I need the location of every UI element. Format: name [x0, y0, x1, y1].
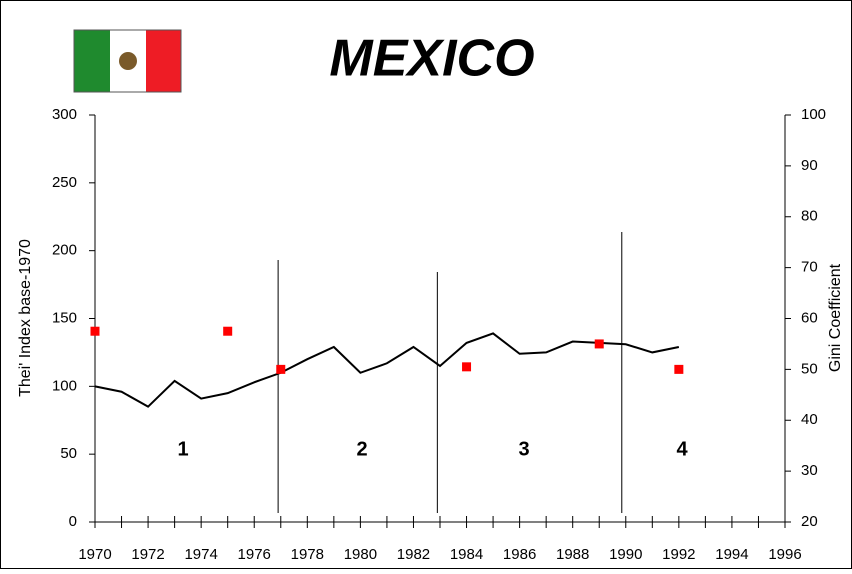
x-tick-label: 1970 — [78, 546, 111, 563]
y2-tick-label: 90 — [801, 157, 818, 174]
x-tick-label: 1988 — [556, 546, 589, 563]
flag — [73, 29, 182, 93]
gini-point — [276, 364, 286, 374]
gini-point — [594, 339, 604, 349]
x-tick-label: 1982 — [397, 546, 430, 563]
chart-title: MEXICO — [329, 30, 534, 88]
y2-tick-label: 30 — [801, 462, 818, 479]
y2-tick-label: 70 — [801, 259, 818, 276]
gini-point — [223, 326, 233, 336]
x-tick-label: 1972 — [131, 546, 164, 563]
gini-point — [674, 364, 684, 374]
x-tick-label: 1994 — [715, 546, 748, 563]
gini-point — [462, 362, 472, 372]
y2-tick-label: 40 — [801, 411, 818, 428]
y-tick-label: 200 — [52, 242, 77, 259]
x-tick-label: 1978 — [291, 546, 324, 563]
x-tick-label: 1992 — [662, 546, 695, 563]
period-label: 1 — [177, 438, 188, 460]
y2-tick-label: 20 — [801, 513, 818, 530]
y2-tick-label: 60 — [801, 309, 818, 326]
period-label: 3 — [518, 438, 529, 460]
y2-tick-label: 100 — [801, 106, 826, 123]
x-tick-label: 1996 — [768, 546, 801, 563]
period-label: 4 — [676, 438, 688, 460]
y-tick-label: 250 — [52, 174, 77, 191]
y-tick-label: 150 — [52, 309, 77, 326]
y-tick-label: 50 — [60, 445, 77, 462]
theil-line — [94, 332, 680, 408]
y2-axis-label: Gini Coefficient — [827, 263, 844, 372]
x-tick-label: 1974 — [184, 546, 217, 563]
x-tick-label: 1984 — [450, 546, 483, 563]
period-label: 2 — [356, 438, 367, 460]
y-tick-label: 0 — [69, 513, 77, 530]
y-tick-label: 300 — [52, 106, 77, 123]
y-tick-label: 100 — [52, 377, 77, 394]
y2-tick-label: 50 — [801, 360, 818, 377]
x-tick-label: 1980 — [344, 546, 377, 563]
x-tick-label: 1986 — [503, 546, 536, 563]
gini-point — [90, 326, 100, 336]
x-tick-label: 1976 — [238, 546, 271, 563]
x-tick-label: 1990 — [609, 546, 642, 563]
y-axis-label: Thei' Index base-1970 — [17, 239, 34, 397]
y2-tick-label: 80 — [801, 208, 818, 225]
